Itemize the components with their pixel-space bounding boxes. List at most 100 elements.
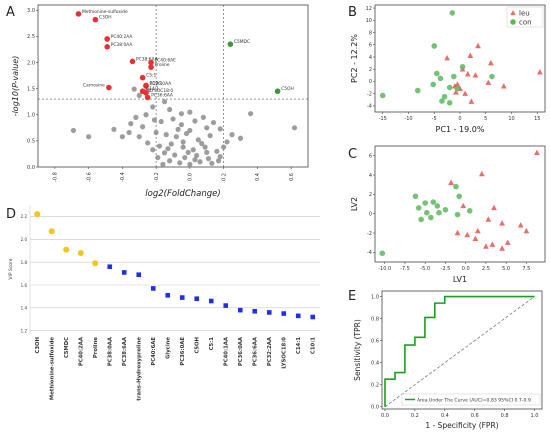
- data-point-con: [414, 87, 421, 94]
- data-point-leu: [478, 170, 485, 177]
- y-tick-label: 2: [369, 67, 372, 73]
- y-tick-label: 0: [369, 211, 372, 217]
- data-point: [136, 92, 142, 99]
- data-point-leu: [491, 204, 497, 211]
- data-point: [183, 130, 190, 137]
- data-point-con: [454, 211, 461, 218]
- data-point-con: [459, 63, 466, 70]
- data-point: [192, 118, 198, 124]
- data-point-highlighted: [144, 94, 151, 101]
- vip-point: [194, 296, 200, 302]
- data-point-con: [441, 93, 448, 100]
- data-point: [165, 146, 171, 152]
- vip-point: [252, 308, 258, 314]
- y-tick-label: 0.5: [27, 139, 35, 145]
- data-point: [187, 127, 193, 134]
- x-tick-label: 0.4: [441, 413, 449, 419]
- y-tick-label: 0.0: [371, 405, 379, 411]
- x-tick-label: -15: [379, 116, 387, 122]
- y-tick-label: 1.6: [21, 283, 28, 288]
- plsda-plot: -4 -2 0 2 4 6 -10.0 -7.5 -5.0 -2.5 0.0 2.5 5.0 7.5 LV1…: [350, 145, 546, 284]
- category-label: C5MDC: [64, 337, 70, 358]
- vip-point: [310, 314, 316, 320]
- data-point-leu: [499, 245, 505, 251]
- vip-point: [136, 272, 142, 278]
- data-point: [143, 112, 149, 118]
- point-label: C3OH: [99, 15, 112, 21]
- data-point: [209, 160, 215, 166]
- category-label: PC40:1AA: [224, 336, 230, 366]
- volcano-plot: 0.0 0.5 1.0 1.5 2.0 2.5 3.0 -0.8 -0.6 -0.4 -0.2 0.0…: [11, 4, 309, 199]
- vip-point: [34, 211, 41, 218]
- x-tick-label: -2.5: [441, 266, 451, 272]
- data-point-leu: [517, 222, 524, 228]
- data-point-con: [412, 193, 419, 200]
- category-label: PC36:0AE: [180, 337, 186, 366]
- data-point: [136, 134, 142, 140]
- data-point: [167, 158, 173, 164]
- data-point-con: [446, 100, 453, 106]
- data-point: [168, 141, 174, 147]
- point-label: Carnosine: [83, 83, 105, 89]
- data-point-highlighted: [129, 58, 136, 65]
- data-point: [190, 147, 196, 153]
- point-label: PC40:6AE: [155, 57, 177, 63]
- x-tick-label: 0.8: [501, 413, 509, 419]
- roc-curve: [384, 295, 535, 407]
- x-tick-label: 10: [508, 116, 514, 122]
- data-point: [145, 140, 151, 146]
- x-tick-label: 0.2: [411, 413, 419, 419]
- y-tick-label: 0: [369, 79, 372, 85]
- data-point-con: [439, 98, 445, 104]
- y-tick-label: 2: [369, 192, 372, 198]
- data-point: [200, 114, 206, 120]
- data-point: [126, 129, 132, 136]
- x-tick-label: 0.0: [381, 413, 389, 419]
- data-point-con: [453, 183, 459, 190]
- data-point: [202, 144, 208, 150]
- plot-frame: [374, 145, 546, 263]
- data-point-leu: [444, 54, 451, 61]
- data-point: [70, 127, 77, 134]
- data-point: [207, 133, 213, 139]
- y-tick-label: 1.2: [21, 329, 28, 334]
- data-point-leu: [475, 42, 481, 49]
- data-point-con: [379, 92, 386, 99]
- data-point: [178, 111, 185, 117]
- x-tick-label: 2.5: [482, 266, 490, 272]
- y-axis-label: LV2: [350, 197, 359, 211]
- data-point: [194, 152, 200, 159]
- data-point: [155, 154, 161, 161]
- y-tick-label: 1.0: [27, 113, 35, 119]
- data-point: [210, 119, 217, 126]
- x-tick-label: 0.0: [462, 266, 470, 272]
- data-point: [192, 157, 198, 163]
- category-label: C3OH: [35, 337, 41, 354]
- category-label: LYSOC18:0: [282, 337, 288, 369]
- data-point-highlighted: [92, 16, 99, 23]
- category-label: C5:1: [209, 337, 215, 351]
- data-point: [177, 160, 183, 166]
- data-point: [182, 154, 188, 161]
- vip-point: [92, 260, 99, 267]
- vip-point: [77, 250, 84, 256]
- y-tick-label: 0.0: [27, 165, 35, 171]
- panel-label-e: E: [348, 289, 356, 304]
- data-point: [185, 149, 191, 155]
- y-tick-label: -2: [367, 91, 372, 97]
- y-tick-label: 6: [369, 153, 372, 159]
- x-tick-label: 0: [458, 116, 461, 122]
- data-point: [214, 148, 220, 154]
- data-point-leu: [483, 243, 489, 249]
- point-label: C5OH: [281, 86, 294, 92]
- category-label: PC36:6AA: [253, 336, 259, 366]
- vip-point: [63, 246, 70, 253]
- vip-point: [223, 303, 229, 308]
- data-point-con: [430, 199, 437, 205]
- vip-point: [165, 292, 171, 298]
- data-point-highlighted: [75, 11, 82, 17]
- data-point: [204, 149, 210, 155]
- vip-point: [179, 295, 185, 300]
